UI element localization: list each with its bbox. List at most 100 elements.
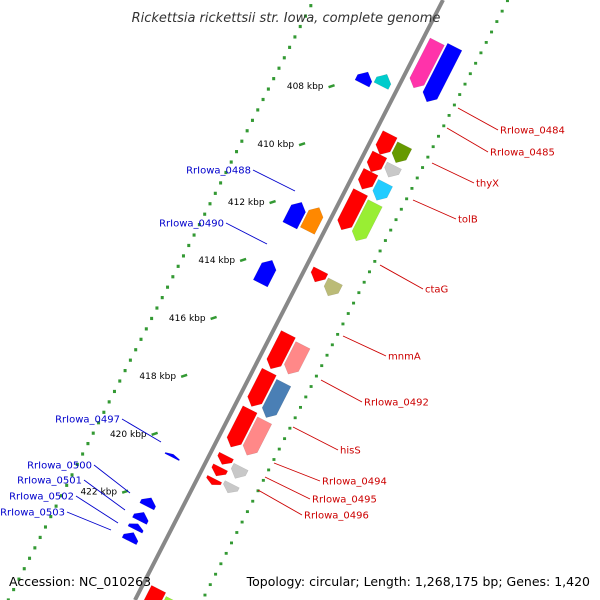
gc-dot [378,249,382,253]
gc-dot [214,572,218,576]
gc-dot [336,332,340,336]
gc-dot [49,514,53,519]
gc-dot [415,176,419,180]
forward-gene-arrow [266,330,296,370]
gc-dot [362,280,366,284]
gc-dot [229,541,233,545]
gc-dot [12,587,16,592]
gc-dot [314,374,318,378]
gc-dot [33,546,37,550]
gc-dot [330,343,334,347]
accession-text: Accession: NC_010263 [9,574,151,589]
gc-dot [394,218,398,222]
forward-label-leader [412,199,457,220]
gc-dot [229,160,233,164]
gc-dot [256,108,260,112]
forward-label-leader [457,107,499,131]
forward-gene-arrow [223,480,240,494]
gc-dot [490,30,494,34]
scale-tick-label: 412 kbp [228,198,265,208]
gc-dot [442,124,446,128]
gc-dot [325,353,329,357]
gc-dot [128,358,132,362]
gc-dot [112,389,116,394]
gc-skew-dots [6,0,509,600]
gc-dot [479,51,483,55]
gc-dot [197,223,201,227]
reverse-label-leader [225,222,268,245]
gc-dot [495,20,499,23]
gene-features [121,37,463,600]
gc-dot [266,87,270,91]
forward-gene-label: RrIowa_0485 [490,148,555,159]
reverse-gene-label: RrIowa_0500 [27,461,92,472]
gc-dot [224,170,228,175]
summary-text: Topology: circular; Length: 1,268,175 bp… [246,574,590,589]
forward-label-leader [320,379,363,403]
gc-dot [431,145,435,149]
forward-label-leader [257,489,303,516]
gc-dot [484,41,488,44]
forward-gene-label: tolB [458,215,478,226]
gc-dot [500,9,504,13]
reverse-gene-label: RrIowa_0488 [186,166,251,177]
forward-gene-arrow [143,585,167,600]
gc-dot [293,416,297,420]
forward-gene-arrow [230,462,249,479]
gc-dot [452,103,456,107]
scale-tick-mark [180,373,188,379]
reverse-gene-label: RrIowa_0501 [17,476,82,487]
gc-dot [251,499,255,503]
forward-gene-label: RrIowa_0494 [322,477,387,488]
gc-dot [256,489,260,493]
gc-dot [235,150,239,154]
gc-dot [213,191,217,195]
gc-dot [505,0,509,3]
gc-dot [421,166,425,169]
forward-gene-label: RrIowa_0496 [304,511,369,522]
reverse-gene-arrow [127,523,144,534]
gc-dot [293,35,297,39]
scale-tick-label: 414 kbp [198,256,235,266]
forward-gene-label: RrIowa_0484 [500,126,565,137]
gc-dot [405,197,409,201]
forward-label-leader [273,462,321,482]
forward-gene-arrow [310,266,329,283]
forward-gene-arrow [206,474,223,486]
gc-dot [367,270,371,274]
gc-dot [240,520,244,524]
gc-dot [447,114,451,117]
scale-tick-label: 422 kbp [80,488,117,498]
gc-dot [240,139,244,143]
reverse-label-leader [121,418,162,443]
forward-gene-arrow [375,130,398,155]
gc-dot [320,364,324,368]
gc-dot [86,441,90,446]
gc-dot [245,129,249,133]
gc-dot [436,134,440,138]
gc-dot [272,77,276,81]
gc-dot [304,395,308,399]
gc-dot [181,254,185,258]
gc-dot [107,400,111,404]
forward-label-leader [342,335,387,357]
gc-dot [203,212,207,216]
reverse-gene-label: RrIowa_0503 [0,508,65,519]
scale-tick-mark [328,84,335,89]
scale-tick-label: 420 kbp [110,430,147,440]
gc-dot [399,207,403,211]
gc-dot [304,14,308,18]
gc-dot [298,405,302,409]
gc-dot [463,82,467,86]
gc-dot [160,296,164,300]
gc-dot [150,316,154,321]
gc-dot [346,312,350,315]
forward-gene-arrow [384,161,402,178]
reverse-gene-label: RrIowa_0490 [159,219,224,230]
scale-tick-label: 418 kbp [139,372,176,382]
gc-dot [155,306,159,310]
forward-gene-arrow [283,341,311,375]
scale-ticks: 408 kbp 410 kbp 412 kbp 414 kbp 416 kbp 418 k… [80,82,335,498]
gc-dot [134,348,138,352]
gc-dot [28,556,32,560]
